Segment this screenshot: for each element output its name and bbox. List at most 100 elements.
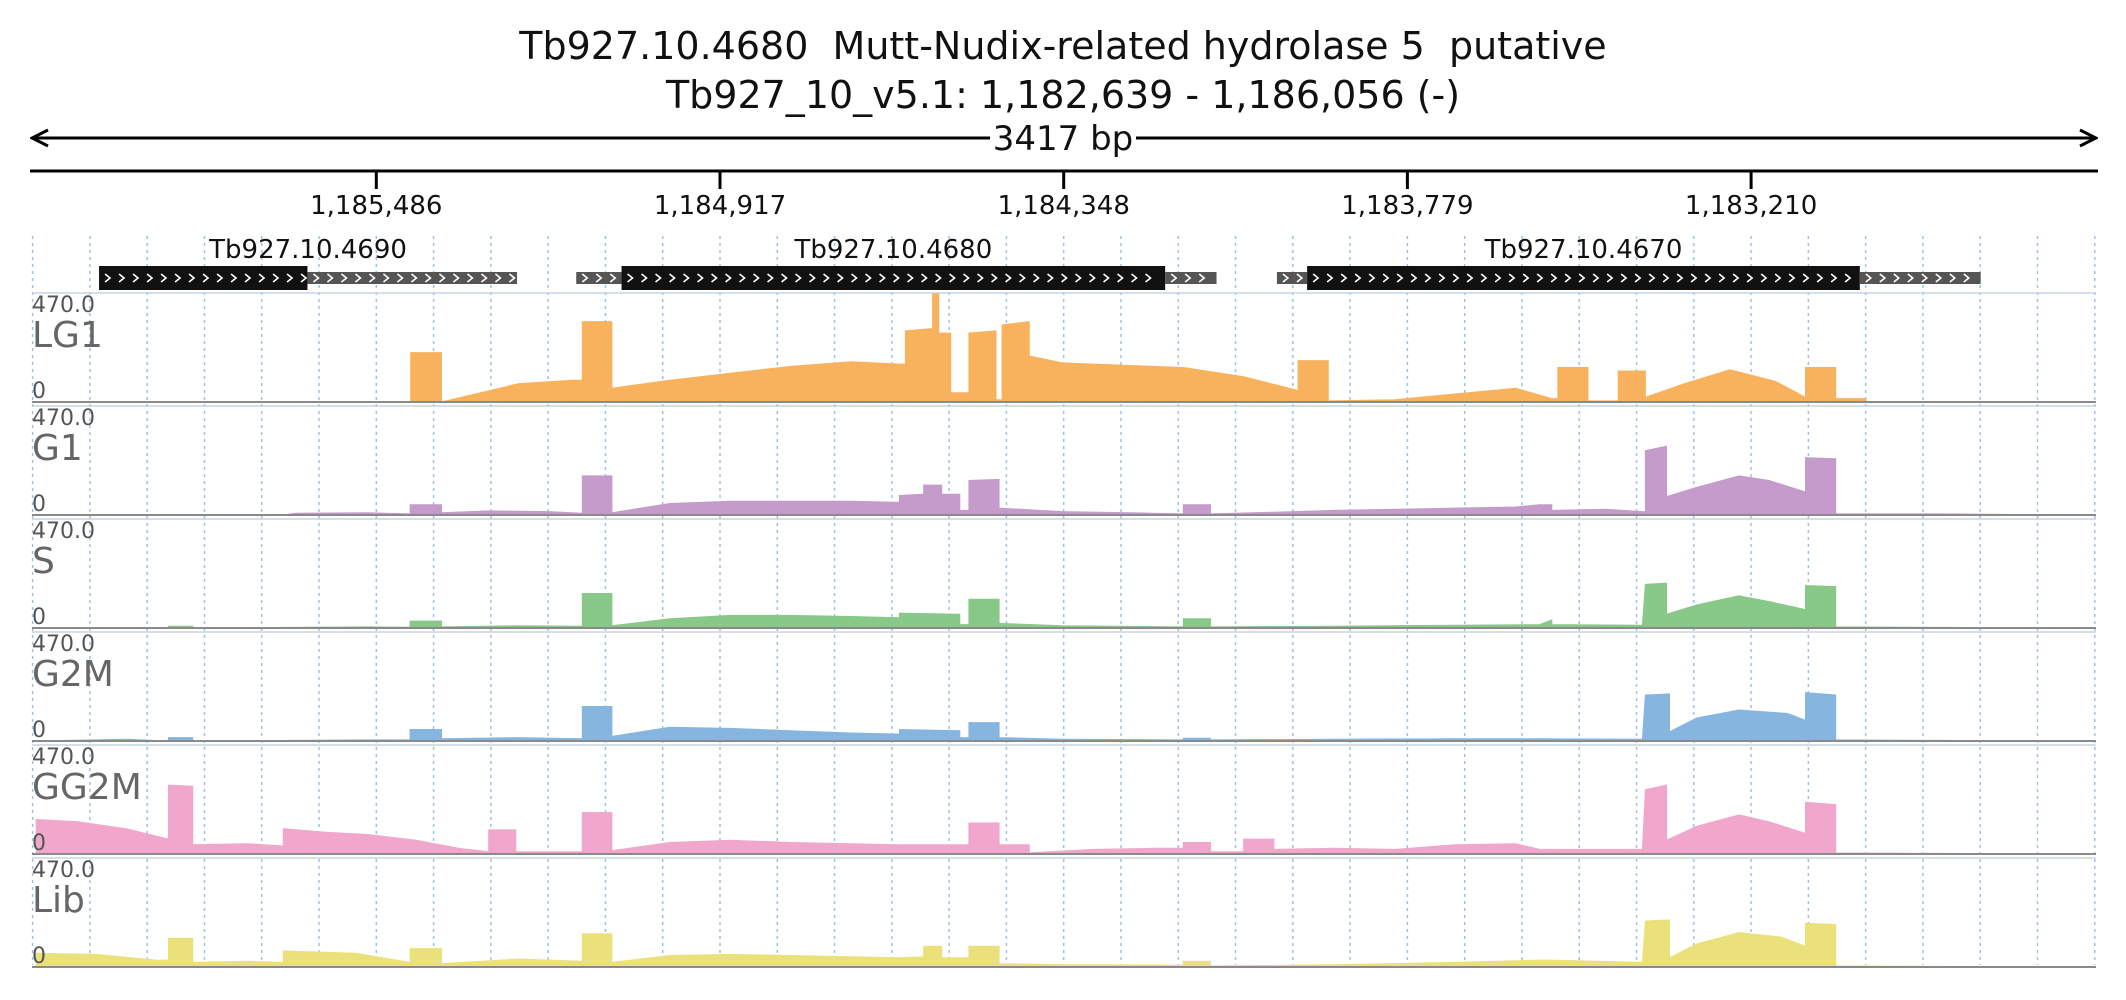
- strand-chevron: [879, 273, 886, 283]
- strand-chevron: [1865, 273, 1873, 283]
- strand-chevron: [230, 273, 238, 283]
- strand-chevron: [300, 273, 308, 283]
- track-name: GG2M: [32, 767, 142, 808]
- strand-chevron: [1466, 273, 1474, 283]
- span-label-bg: [990, 118, 1136, 158]
- strand-chevron: [424, 273, 432, 283]
- strand-chevron: [258, 273, 266, 283]
- strand-chevron: [935, 273, 942, 283]
- strand-chevron: [1296, 273, 1304, 283]
- strand-chevron: [1844, 273, 1852, 283]
- strand-chevron: [921, 273, 928, 283]
- strand-chevron: [949, 273, 956, 283]
- coverage-area: [36, 692, 2092, 742]
- strand-chevron: [340, 273, 348, 283]
- y-max-label: 470.0: [32, 745, 95, 770]
- strand-chevron: [1340, 273, 1348, 283]
- strand-chevron: [823, 273, 830, 283]
- strand-chevron: [1704, 273, 1712, 283]
- strand-chevron: [795, 273, 802, 283]
- ruler-ticks: 1,185,486 1,184,917 1,184,348 1,183,779 1,18…: [310, 171, 1817, 221]
- strand-chevron: [1830, 273, 1838, 283]
- strand-chevron: [312, 273, 320, 283]
- strand-chevron: [907, 273, 914, 283]
- strand-chevron: [781, 273, 788, 283]
- track-name: Lib: [32, 880, 85, 921]
- ruler-tick-label: 1,183,779: [1341, 191, 1473, 221]
- strand-chevron: [1662, 273, 1670, 283]
- strand-chevron: [1170, 273, 1178, 283]
- y-min-label: 0: [32, 379, 46, 404]
- y-max-label: 470.0: [32, 406, 95, 431]
- strand-chevron: [851, 273, 858, 283]
- strand-chevron: [1634, 273, 1642, 283]
- strand-chevron: [1718, 273, 1726, 283]
- strand-chevron: [753, 273, 760, 283]
- strand-chevron: [627, 273, 634, 283]
- strand-chevron: [669, 273, 676, 283]
- strand-chevron: [595, 273, 603, 283]
- y-min-label: 0: [32, 944, 46, 969]
- strand-chevron: [1522, 273, 1530, 283]
- strand-chevron: [1089, 273, 1096, 283]
- y-max-label: 470.0: [32, 519, 95, 544]
- ruler-tick-label: 1,184,348: [998, 191, 1130, 221]
- strand-chevron: [354, 273, 362, 283]
- track-G1: 470.0G1 0: [32, 405, 2096, 517]
- strand-chevron: [1494, 273, 1502, 283]
- strand-chevron: [1033, 273, 1040, 283]
- strand-chevron: [697, 273, 704, 283]
- strand-chevron: [326, 273, 334, 283]
- gene-Tb927.10.4680: Tb927.10.4680: [576, 235, 1217, 290]
- strand-chevron: [1648, 273, 1656, 283]
- strand-chevron: [1760, 273, 1768, 283]
- strand-chevron: [1410, 273, 1418, 283]
- strand-chevron: [1061, 273, 1068, 283]
- strand-chevron: [837, 273, 844, 283]
- gene-models: Tb927.10.4690 Tb927.10.4680 Tb927.10.4670: [99, 235, 1981, 290]
- gene-Tb927.10.4670: Tb927.10.4670: [1276, 235, 1981, 290]
- strand-chevron: [1879, 273, 1887, 283]
- strand-chevron: [1326, 273, 1334, 283]
- strand-chevron: [438, 273, 446, 283]
- coverage-area: [36, 445, 2092, 516]
- locus-subtitle: Tb927_10_v5.1: 1,182,639 - 1,186,056 (-): [665, 73, 1460, 117]
- strand-chevron: [739, 273, 746, 283]
- strand-chevron: [188, 273, 196, 283]
- strand-chevron: [1893, 273, 1901, 283]
- strand-chevron: [1184, 273, 1192, 283]
- strand-chevron: [104, 273, 112, 283]
- strand-chevron: [452, 273, 460, 283]
- y-min-label: 0: [32, 605, 46, 630]
- ruler-tick-label: 1,184,917: [654, 191, 786, 221]
- coverage-area: [36, 582, 2092, 629]
- strand-chevron: [725, 273, 732, 283]
- strand-chevron: [1312, 273, 1320, 283]
- strand-chevron: [655, 273, 662, 283]
- strand-chevron: [977, 273, 984, 283]
- y-min-label: 0: [32, 831, 46, 856]
- strand-chevron: [1746, 273, 1754, 283]
- strand-chevron: [767, 273, 774, 283]
- strand-chevron: [1564, 273, 1572, 283]
- strand-chevron: [1198, 273, 1206, 283]
- strand-chevron: [368, 273, 376, 283]
- gridlines: [31, 236, 2096, 965]
- strand-chevron: [1949, 273, 1957, 283]
- strand-chevron: [1424, 273, 1432, 283]
- strand-chevron: [480, 273, 488, 283]
- strand-chevron: [1396, 273, 1404, 283]
- gene-Tb927.10.4690: Tb927.10.4690: [99, 235, 518, 290]
- gene-utr: [1859, 272, 1981, 284]
- strand-chevron: [963, 273, 970, 283]
- strand-chevron: [1690, 273, 1698, 283]
- strand-chevron: [609, 273, 617, 283]
- strand-chevron: [1103, 273, 1110, 283]
- strand-chevron: [160, 273, 168, 283]
- y-max-label: 470.0: [32, 632, 95, 657]
- chart-title: Tb927.10.4680 Mutt-Nudix-related hydrola…: [518, 24, 1606, 68]
- strand-chevron: [1676, 273, 1684, 283]
